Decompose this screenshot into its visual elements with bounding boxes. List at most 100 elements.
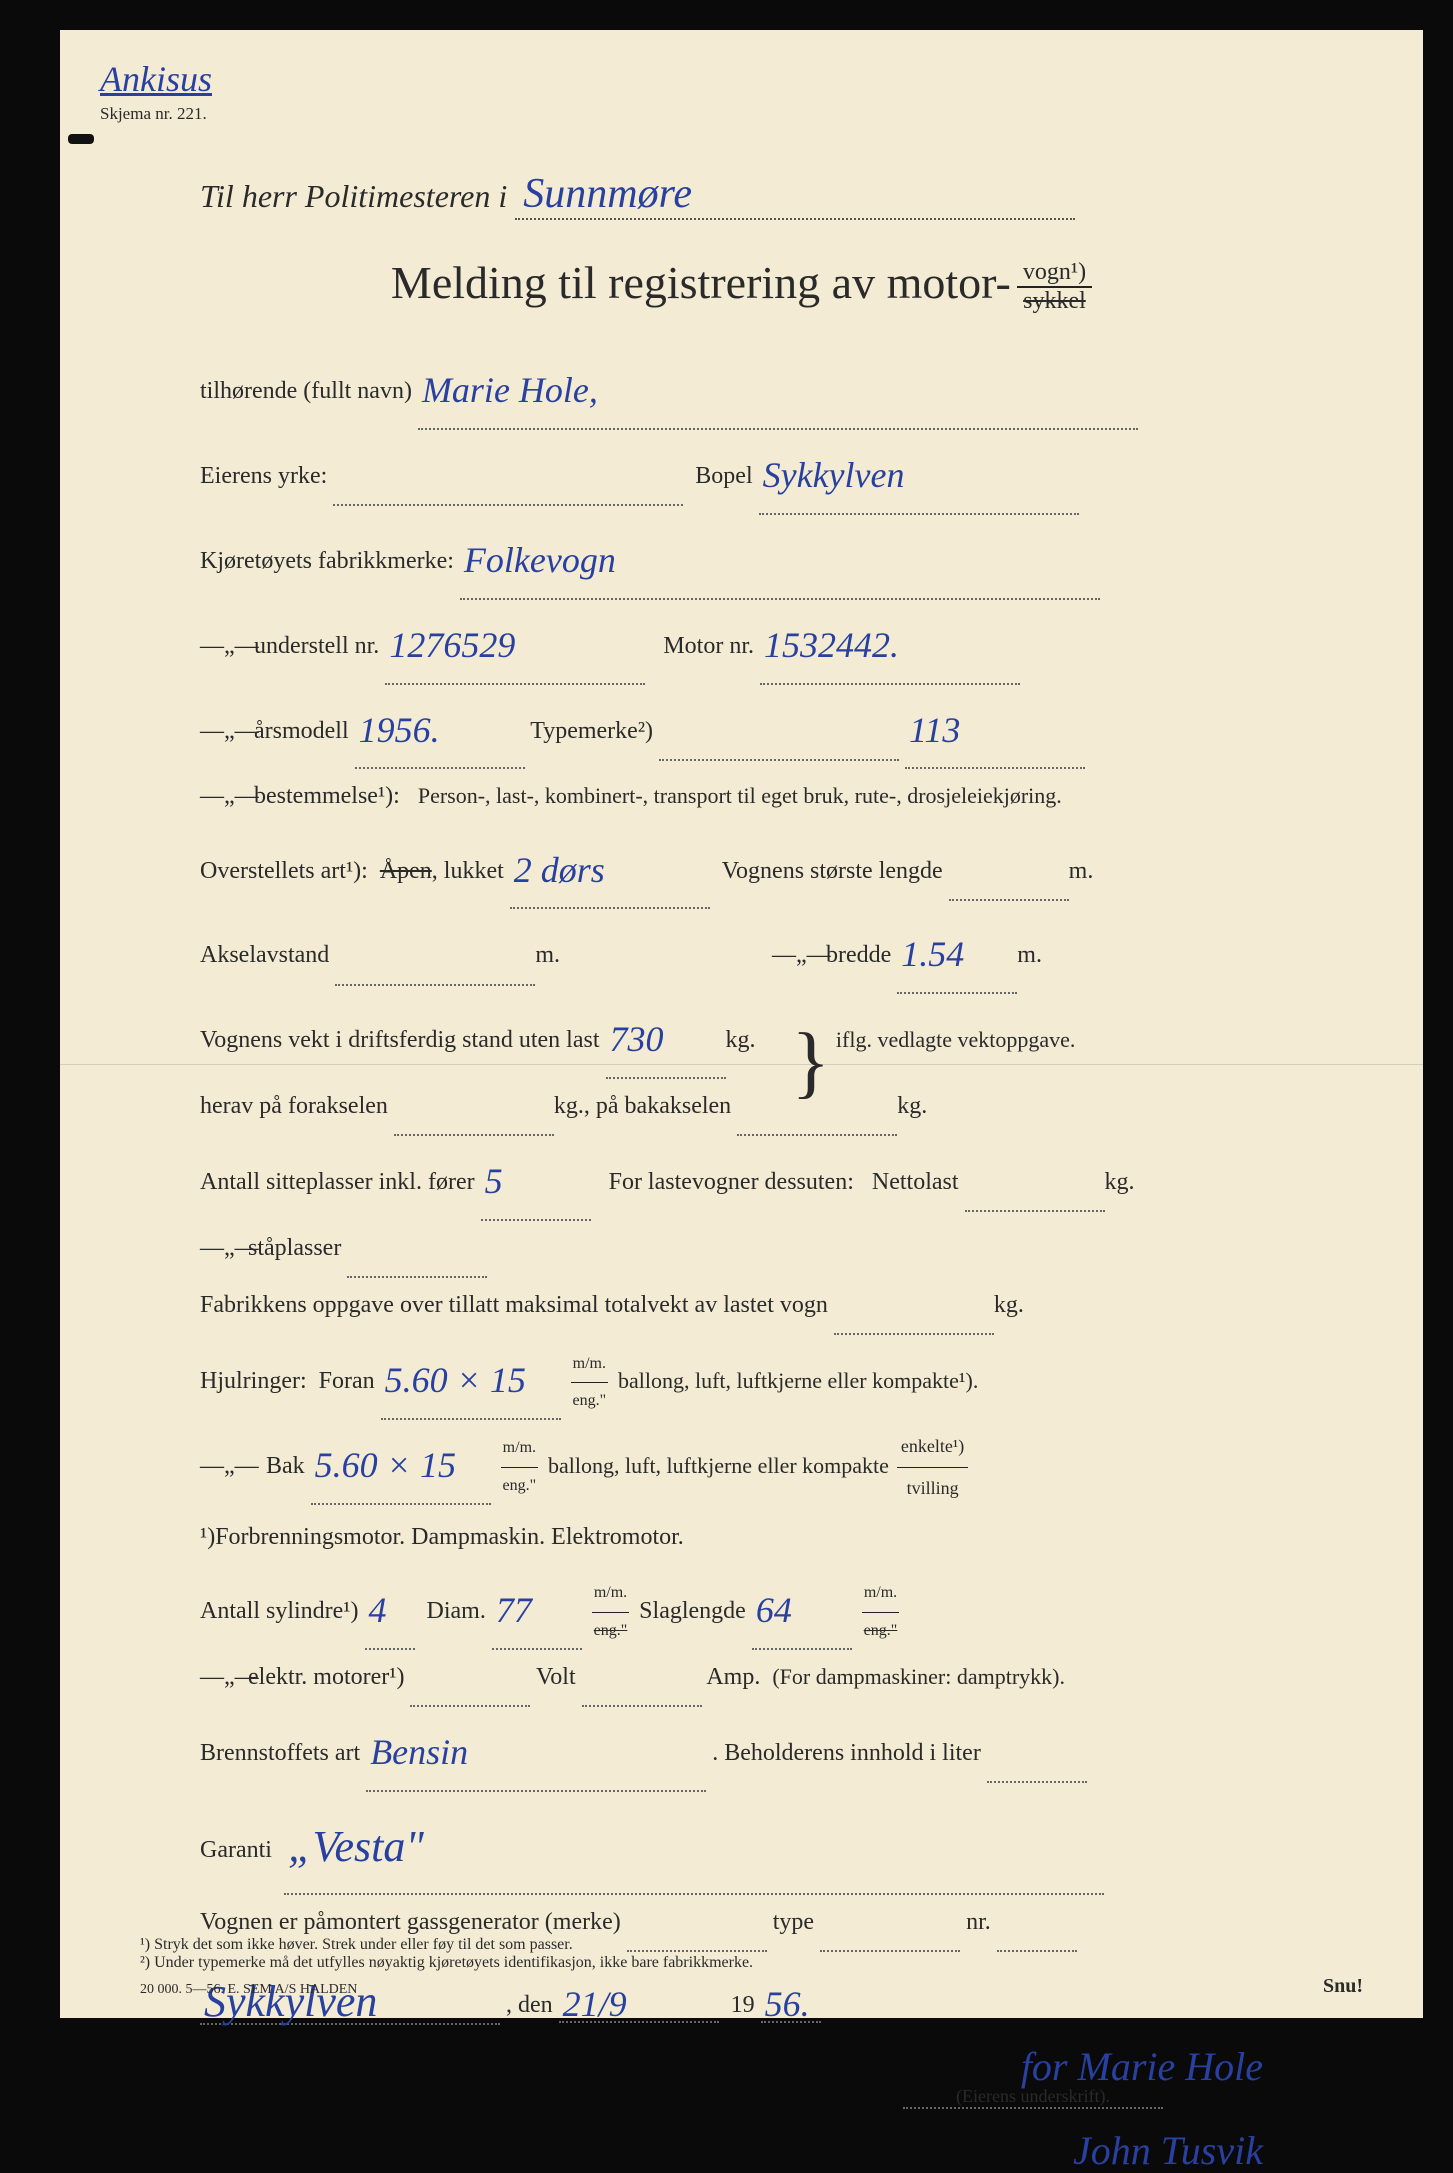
- printer-mark: 20 000. 5—56. E. SEM A/S HALDEN: [140, 1982, 357, 1998]
- unit-m: m.: [535, 942, 560, 968]
- eng-label: eng.": [592, 1613, 629, 1650]
- ballong-text: ballong, luft, luftkjerne eller kompakte: [548, 1453, 889, 1478]
- unit-kg: kg.: [994, 1292, 1024, 1318]
- footnote-1: ¹) Stryk det som ikke høver. Strek under…: [140, 1936, 753, 1954]
- scan-frame: Ankisus Skjema nr. 221. Til herr Politim…: [0, 0, 1453, 2048]
- mm-label: m/m.: [862, 1575, 899, 1613]
- ditto-icon: —„—: [772, 928, 808, 983]
- ditto-icon: —„—: [200, 619, 236, 674]
- enkelte-bot: tvilling: [897, 1468, 968, 1509]
- document-paper: Ankisus Skjema nr. 221. Til herr Politim…: [60, 30, 1423, 2018]
- forbr-label: ¹)Forbrenningsmotor. Dampmaskin. Elektro…: [200, 1524, 684, 1550]
- sitte-label: Antall sitteplasser inkl. fører: [200, 1169, 475, 1195]
- sitte-value: 5: [485, 1161, 503, 1201]
- top-stamp: Ankisus: [100, 58, 212, 100]
- vekt-label: Vognens vekt i driftsferdig stand uten l…: [200, 1027, 600, 1053]
- eng-label: eng.": [501, 1468, 538, 1505]
- diam-label: Diam.: [427, 1598, 486, 1624]
- volt-label: Volt: [536, 1664, 576, 1690]
- bestemmelse-label: bestemmelse¹):: [254, 783, 400, 809]
- mm-label: m/m.: [571, 1346, 608, 1384]
- garanti-label: Garanti: [200, 1837, 272, 1863]
- overstell-opts: Åpen, lukket: [380, 858, 504, 884]
- foran-value: 5.60 × 15: [385, 1360, 526, 1400]
- form-number: Skjema nr. 221.: [100, 104, 207, 124]
- ditto-icon: —„—: [200, 1650, 236, 1705]
- ditto-icon: —„—: [200, 1439, 236, 1494]
- syl-label: Antall sylindre¹): [200, 1598, 359, 1624]
- sig-caption: (Eierens underskrift).: [956, 2086, 1110, 2106]
- title-text: Melding til registrering av motor-: [391, 257, 1011, 308]
- overstell-value: 2 dørs: [514, 850, 605, 890]
- typemerke-value: 113: [909, 710, 960, 750]
- type-label: type: [773, 1909, 814, 1935]
- staa-label: ståplasser: [248, 1235, 341, 1261]
- unit-kg: kg.: [1105, 1169, 1135, 1195]
- aksel-label: Akselavstand: [200, 942, 329, 968]
- unit-m: m.: [1069, 858, 1094, 884]
- punch-mark: [68, 134, 94, 144]
- motor-value: 1532442.: [764, 625, 899, 665]
- elektr-label: elektr. motorer¹): [248, 1664, 404, 1690]
- enkelte-top: enkelte¹): [897, 1426, 968, 1468]
- foran-label: Foran: [319, 1368, 375, 1394]
- owner-value: Marie Hole,: [422, 370, 598, 410]
- nettolast-label: Nettolast: [872, 1169, 959, 1195]
- title-vogn: vogn¹): [1017, 259, 1092, 288]
- damp-label: (For dampmaskiner: damptrykk).: [772, 1664, 1065, 1689]
- unit-m: m.: [1017, 942, 1042, 968]
- amp-label: Amp.: [706, 1664, 760, 1690]
- ditto-icon: —„—: [200, 1221, 236, 1276]
- syl-value: 4: [369, 1590, 387, 1630]
- title-sykkel: sykkel: [1017, 288, 1092, 315]
- mm-label: m/m.: [592, 1575, 629, 1613]
- bak-hjul-value: 5.60 × 15: [315, 1445, 456, 1485]
- hjul-label: Hjulringer:: [200, 1368, 307, 1394]
- mm-label: m/m.: [501, 1430, 538, 1468]
- bopel-value: Sykkylven: [763, 455, 905, 495]
- aar-prefix: 19: [731, 1992, 755, 2018]
- iflg-label: iflg. vedlagte vektoppgave.: [836, 1027, 1075, 1052]
- signature-2: John Tusvik: [1073, 2128, 1263, 2173]
- arsmodell-label: årsmodell: [254, 718, 349, 744]
- unit-kg: kg.,: [554, 1093, 590, 1119]
- unit-kg: kg.: [726, 1027, 756, 1053]
- garanti-value: „Vesta": [288, 1822, 424, 1871]
- dato-value: 21/9: [563, 1984, 627, 2024]
- bestemmelse-text: Person-, last-, kombinert-, transport ti…: [418, 783, 1062, 808]
- brenn-value: Bensin: [370, 1732, 468, 1772]
- den-label: , den: [506, 1992, 553, 2018]
- form-title: Melding til registrering av motor-vogn¹)…: [140, 256, 1343, 315]
- fabrikk-label: Kjøretøyets fabrikkmerke:: [200, 548, 454, 574]
- snu-label: Snu!: [1323, 1975, 1363, 1998]
- lastevogn-label: For lastevogner dessuten:: [609, 1169, 854, 1195]
- yrke-label: Eierens yrke:: [200, 463, 327, 489]
- typemerke-label: Typemerke²): [530, 718, 653, 744]
- beholder-label: . Beholderens innhold i liter: [712, 1740, 981, 1766]
- bak-label: på bakakselen: [596, 1093, 731, 1119]
- unit-kg: kg.: [897, 1093, 927, 1119]
- ditto-icon: —„—: [200, 769, 236, 824]
- herav-label: herav på forakselen: [200, 1093, 388, 1119]
- arsmodell-value: 1956.: [359, 710, 440, 750]
- signature-1: for Marie Hole: [1021, 2044, 1263, 2089]
- vekt-value: 730: [610, 1019, 664, 1059]
- aar-value: 56.: [765, 1984, 810, 2024]
- fabrikk-value: Folkevogn: [464, 540, 616, 580]
- overstell-label: Overstellets art¹):: [200, 858, 368, 884]
- addressee-line: Til herr Politimesteren i Sunnmøre: [200, 170, 1343, 220]
- addressee-label: Til herr Politimesteren i: [200, 178, 507, 214]
- bopel-label: Bopel: [695, 463, 752, 489]
- understell-label: understell nr.: [254, 633, 379, 659]
- diam-value: 77: [496, 1590, 532, 1630]
- bredde-label: bredde: [826, 942, 891, 968]
- ditto-icon: —„—: [200, 704, 236, 759]
- footnote-2: ²) Under typemerke må det utfylles nøyak…: [140, 1954, 753, 1972]
- slag-value: 64: [756, 1590, 792, 1630]
- owner-label: tilhørende (fullt navn): [200, 378, 412, 404]
- nr-label: nr.: [966, 1909, 991, 1935]
- brenn-label: Brennstoffets art: [200, 1740, 360, 1766]
- addressee-value: Sunnmøre: [523, 171, 692, 217]
- gass-label: Vognen er påmontert gassgenerator (merke…: [200, 1909, 621, 1935]
- slag-label: Slaglengde: [639, 1598, 746, 1624]
